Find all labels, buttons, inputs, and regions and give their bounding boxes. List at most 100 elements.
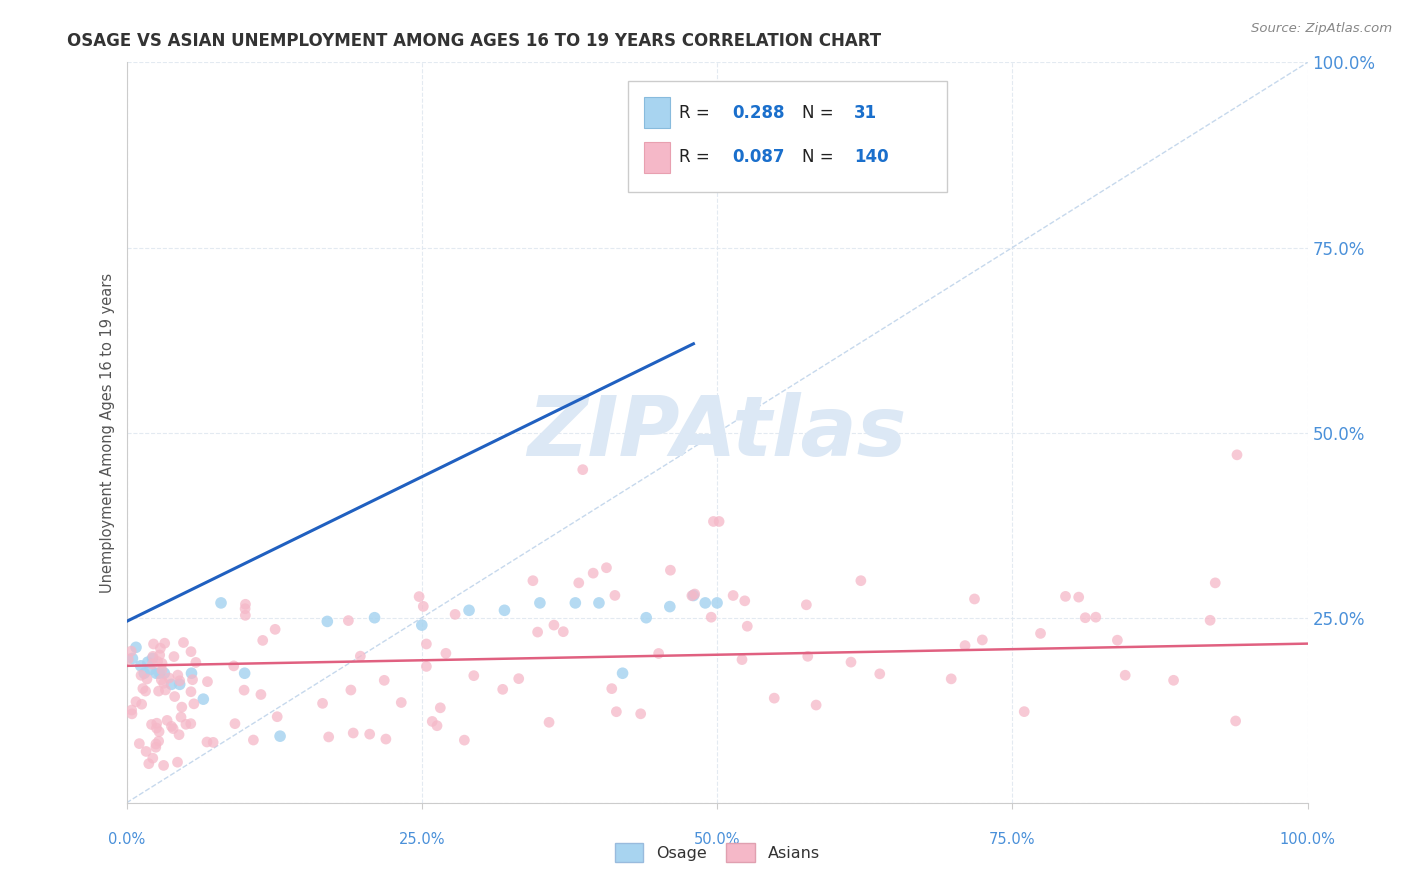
Point — [426, 719, 449, 733]
Point — [568, 575, 591, 590]
Point — [494, 603, 516, 617]
Point — [571, 462, 593, 476]
Point — [141, 717, 163, 731]
Point — [242, 733, 264, 747]
Point — [1074, 610, 1097, 624]
Point — [538, 715, 561, 730]
Point — [1067, 590, 1090, 604]
Point — [149, 666, 172, 681]
Point — [415, 637, 437, 651]
Point — [564, 596, 586, 610]
Point — [337, 614, 360, 628]
Point — [804, 698, 827, 712]
Point — [233, 666, 256, 681]
Text: 0.288: 0.288 — [733, 103, 785, 122]
Point — [1204, 575, 1226, 590]
Point — [150, 663, 173, 677]
Point — [682, 589, 704, 603]
Point — [374, 732, 396, 747]
Point — [420, 714, 443, 729]
Point — [522, 574, 544, 588]
Point — [553, 624, 575, 639]
Point — [269, 729, 291, 743]
Point — [252, 633, 274, 648]
Point — [146, 655, 169, 669]
Point — [1225, 714, 1247, 728]
Point — [415, 659, 437, 673]
Point — [180, 645, 202, 659]
Point — [145, 737, 167, 751]
Point — [349, 649, 371, 664]
Point — [796, 649, 818, 664]
Point — [250, 688, 273, 702]
Point — [731, 652, 754, 666]
Point — [681, 589, 703, 603]
Point — [763, 691, 786, 706]
Text: OSAGE VS ASIAN UNEMPLOYMENT AMONG AGES 16 TO 19 YEARS CORRELATION CHART: OSAGE VS ASIAN UNEMPLOYMENT AMONG AGES 1… — [67, 32, 882, 50]
Point — [695, 596, 717, 610]
FancyBboxPatch shape — [628, 81, 948, 192]
Text: 25.0%: 25.0% — [398, 832, 446, 847]
Point — [135, 744, 157, 758]
Point — [184, 656, 207, 670]
Text: 75.0%: 75.0% — [988, 832, 1036, 847]
Point — [453, 733, 475, 747]
Point — [139, 663, 162, 677]
Point — [463, 668, 485, 682]
Point — [508, 672, 530, 686]
Point — [707, 515, 730, 529]
Point — [1084, 610, 1107, 624]
Point — [197, 674, 219, 689]
Point — [1054, 590, 1077, 604]
Point — [612, 666, 634, 681]
Point — [492, 682, 515, 697]
Text: N =: N = — [801, 103, 839, 122]
Point — [429, 700, 451, 714]
Point — [363, 610, 385, 624]
Point — [721, 589, 744, 603]
Point — [311, 697, 333, 711]
Point — [180, 666, 202, 681]
Point — [166, 755, 188, 769]
Point — [359, 727, 381, 741]
Point — [145, 666, 167, 681]
Point — [373, 673, 395, 688]
Point — [202, 735, 225, 749]
Point — [233, 601, 256, 615]
Point — [150, 673, 173, 687]
Point — [941, 672, 963, 686]
Point — [183, 697, 205, 711]
Point — [636, 610, 658, 624]
Point — [963, 591, 986, 606]
Point — [849, 574, 872, 588]
Legend: Osage, Asians: Osage, Asians — [609, 837, 825, 869]
Point — [683, 587, 706, 601]
Point — [444, 607, 467, 622]
Point — [233, 683, 256, 698]
Point — [180, 684, 202, 698]
Point — [129, 668, 152, 682]
Point — [647, 647, 669, 661]
Point — [235, 597, 257, 611]
Point — [412, 599, 434, 614]
Point — [318, 730, 340, 744]
Text: 0.087: 0.087 — [733, 148, 785, 166]
Text: R =: R = — [679, 148, 716, 166]
Point — [389, 696, 412, 710]
Point — [588, 596, 610, 610]
Point — [162, 722, 184, 736]
FancyBboxPatch shape — [644, 97, 669, 128]
Point — [543, 618, 565, 632]
Point — [152, 758, 174, 772]
Point — [136, 655, 159, 669]
Point — [702, 515, 724, 529]
Point — [145, 721, 167, 735]
Point — [266, 709, 288, 723]
Point — [181, 673, 204, 687]
Point — [128, 737, 150, 751]
Point — [148, 724, 170, 739]
Point — [316, 615, 339, 629]
Point — [170, 710, 193, 724]
Text: 50.0%: 50.0% — [693, 832, 741, 847]
Point — [1029, 626, 1052, 640]
